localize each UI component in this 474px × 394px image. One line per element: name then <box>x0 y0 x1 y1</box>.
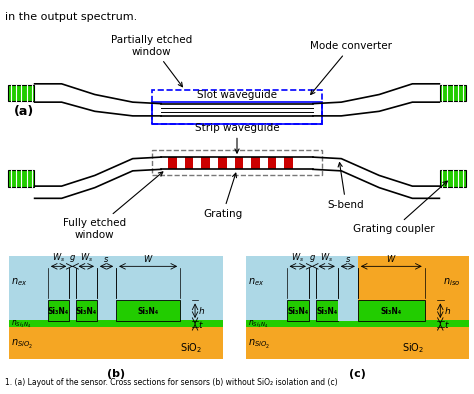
Bar <box>251 157 260 169</box>
Text: S-bend: S-bend <box>328 163 365 210</box>
Text: SiO$_2$: SiO$_2$ <box>402 341 425 355</box>
Bar <box>185 157 193 169</box>
Text: SiO$_2$: SiO$_2$ <box>180 341 202 355</box>
Text: Strip waveguide: Strip waveguide <box>195 123 279 153</box>
Text: Fully etched
window: Fully etched window <box>63 172 163 240</box>
Text: Grating: Grating <box>203 173 242 219</box>
Text: $n_{SiO_2}$: $n_{SiO_2}$ <box>10 338 33 351</box>
Text: (a): (a) <box>14 105 35 118</box>
Bar <box>9 320 223 327</box>
Bar <box>235 157 243 169</box>
Text: Si₃N₄: Si₃N₄ <box>287 307 309 316</box>
Bar <box>440 85 466 101</box>
Text: $W$: $W$ <box>143 253 154 264</box>
Text: 1. (a) Layout of the sensor. Cross sections for sensors (b) without SiO₂ isolati: 1. (a) Layout of the sensor. Cross secti… <box>5 378 337 387</box>
Bar <box>152 151 322 175</box>
Bar <box>268 157 276 169</box>
Bar <box>218 157 227 169</box>
Bar <box>152 102 322 124</box>
Text: $n_{SiO_2}$: $n_{SiO_2}$ <box>247 338 270 351</box>
Bar <box>76 301 97 321</box>
Text: Partially etched
window: Partially etched window <box>111 35 192 87</box>
Bar <box>284 157 293 169</box>
Text: $n_{Si_3N_4}$: $n_{Si_3N_4}$ <box>247 318 268 330</box>
Text: $n_{ex}$: $n_{ex}$ <box>247 276 264 288</box>
Bar <box>9 256 223 321</box>
Text: Si₃N₄: Si₃N₄ <box>137 307 159 316</box>
Text: in the output spectrum.: in the output spectrum. <box>5 12 137 22</box>
Text: $n_{iso}$: $n_{iso}$ <box>443 276 460 288</box>
Text: $g$: $g$ <box>309 253 316 264</box>
Text: $W_s$: $W_s$ <box>291 251 304 264</box>
Bar <box>116 301 180 321</box>
Bar <box>440 170 466 187</box>
Bar <box>48 301 69 321</box>
Text: $h$: $h$ <box>444 305 451 316</box>
Text: $W_s$: $W_s$ <box>80 251 93 264</box>
Text: (b): (b) <box>107 369 125 379</box>
Bar <box>8 170 34 187</box>
Text: $h$: $h$ <box>198 305 205 316</box>
Text: Slot waveguide: Slot waveguide <box>197 89 277 100</box>
Text: Si₃N₄: Si₃N₄ <box>76 307 97 316</box>
Bar <box>358 301 425 321</box>
Text: $s$: $s$ <box>345 255 351 264</box>
Bar <box>201 157 210 169</box>
Bar <box>338 301 358 321</box>
Text: Si₃N₄: Si₃N₄ <box>316 307 337 316</box>
Text: Si₃N₄: Si₃N₄ <box>48 307 69 316</box>
Text: $g$: $g$ <box>69 253 76 264</box>
Bar <box>316 301 338 321</box>
Bar <box>246 256 358 321</box>
Text: $t$: $t$ <box>444 319 449 329</box>
Text: Grating coupler: Grating coupler <box>353 181 447 234</box>
Text: (c): (c) <box>349 369 366 379</box>
Text: $s$: $s$ <box>103 255 109 264</box>
Bar <box>168 157 177 169</box>
Text: Si₃N₄: Si₃N₄ <box>381 307 402 316</box>
Text: Mode converter: Mode converter <box>310 41 392 95</box>
Text: $n_{Si_3N_4}$: $n_{Si_3N_4}$ <box>10 318 31 330</box>
Text: $W_s$: $W_s$ <box>320 251 333 264</box>
Text: $t$: $t$ <box>198 319 204 329</box>
Bar <box>8 85 34 101</box>
Text: $n_{ex}$: $n_{ex}$ <box>10 276 27 288</box>
Bar <box>246 320 469 327</box>
Text: $W_s$: $W_s$ <box>52 251 65 264</box>
Bar <box>287 301 309 321</box>
Bar <box>152 90 322 124</box>
Text: $W$: $W$ <box>386 253 397 264</box>
